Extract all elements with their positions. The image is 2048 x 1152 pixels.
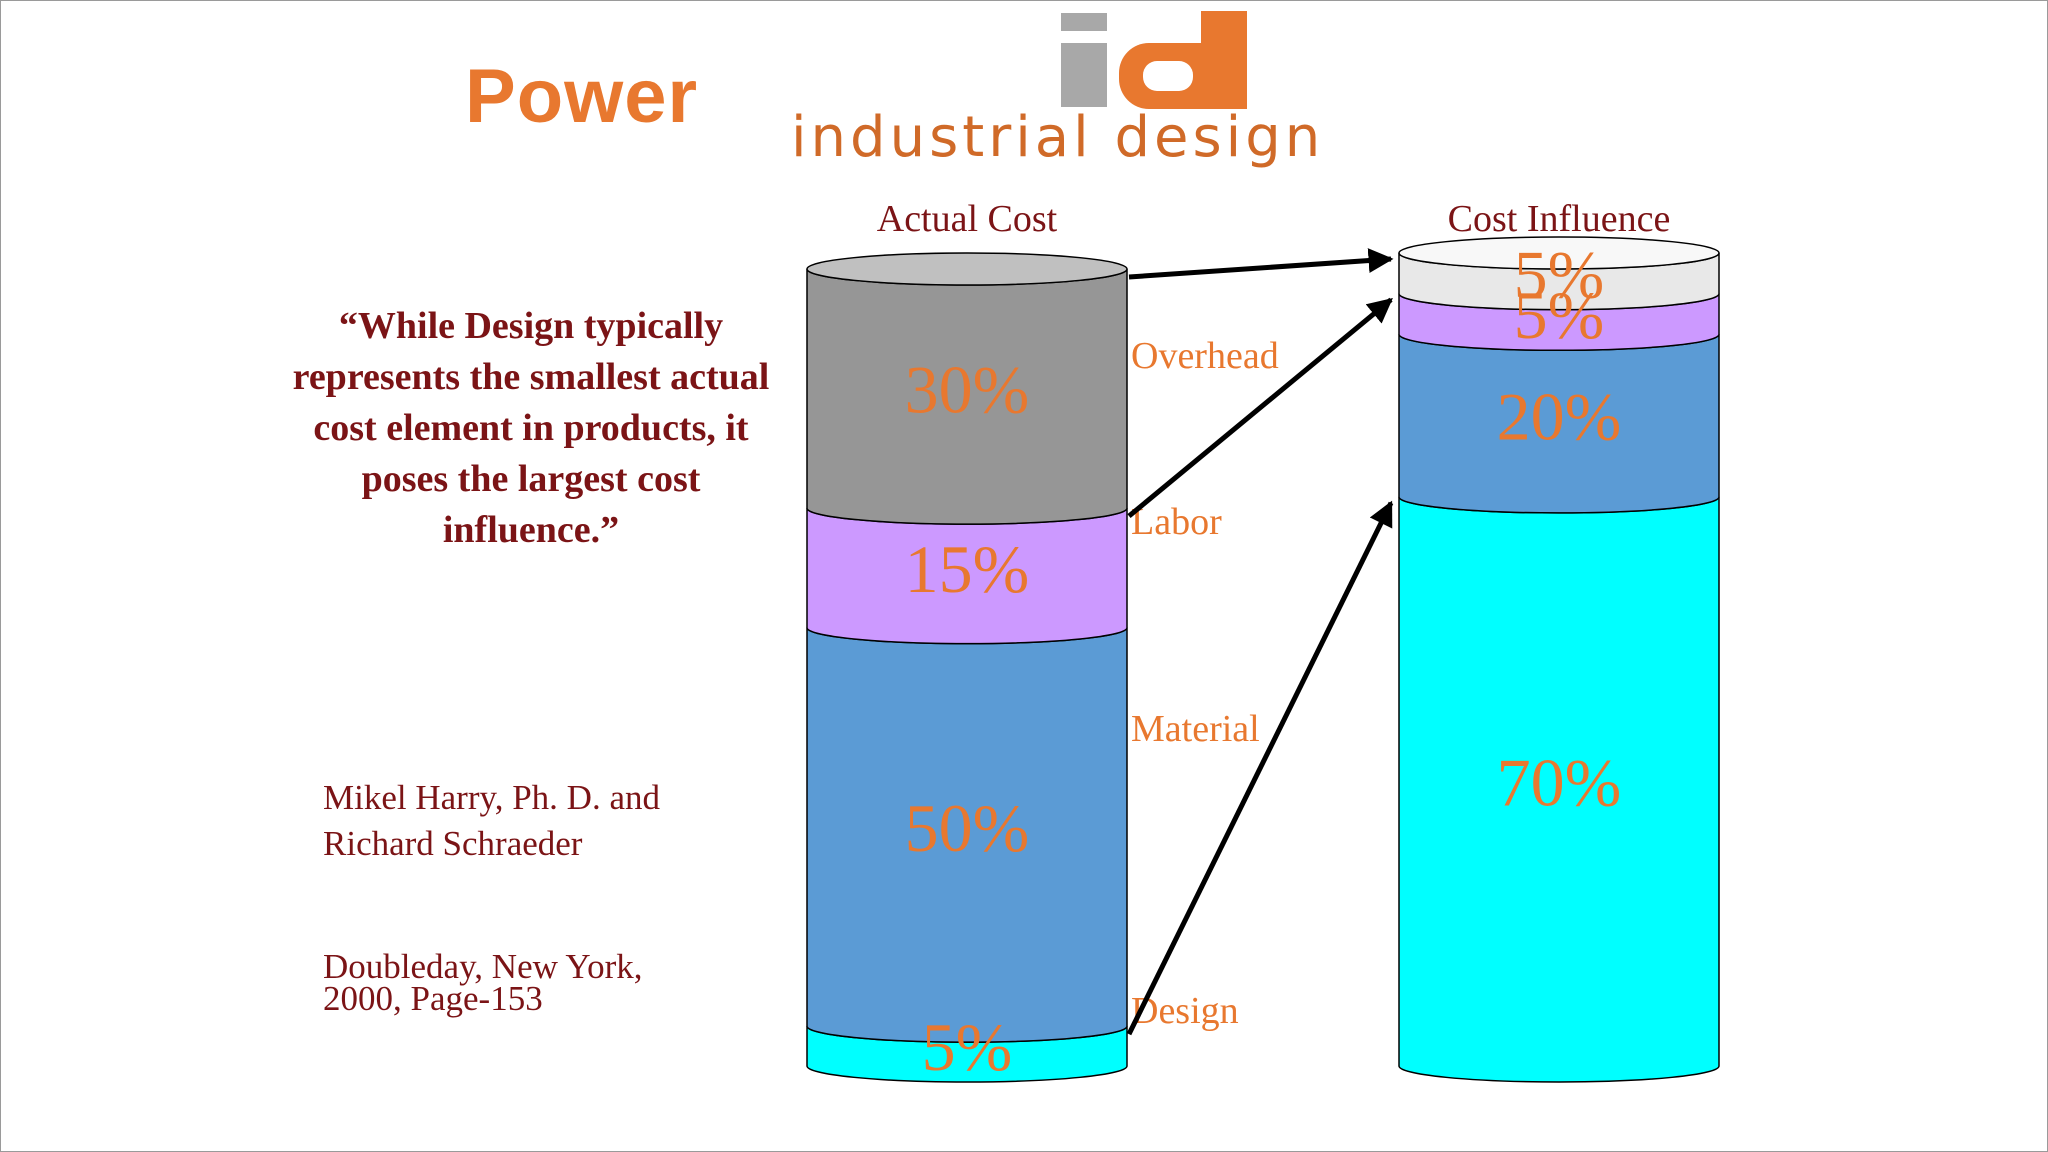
author-line-2: Richard Schraeder — [323, 824, 583, 863]
actual-material-value-label: 50% — [905, 790, 1030, 866]
publisher-line-1: Doubleday, New York, — [323, 947, 643, 986]
influence-category-label: Cost Influence — [1448, 198, 1671, 240]
quote-publisher: Doubleday, New York, 2000, Page-153 — [323, 947, 643, 1018]
actual-design-value-label: 5% — [922, 1009, 1013, 1085]
influence-overhead-value-label: 5% — [1514, 236, 1605, 312]
publisher-line-2: 2000, Page-153 — [323, 979, 543, 1018]
actual-category-label: Actual Cost — [877, 198, 1058, 240]
slide-title: Power — [465, 54, 699, 139]
id-logo-mark — [1061, 1, 1301, 111]
influence-design-value-label: 70% — [1497, 744, 1622, 820]
arrow-labor — [1127, 297, 1393, 519]
influence-cylinder-top — [1398, 236, 1720, 270]
logo-i-dot — [1061, 13, 1107, 31]
segment-name-material: Material — [1131, 708, 1260, 750]
logo-d-stem — [1201, 11, 1247, 109]
segment-name-labor: Labor — [1131, 501, 1222, 543]
influence-material-value-label: 20% — [1497, 379, 1622, 455]
logo-i-stem — [1061, 43, 1107, 107]
design-quote: “While Design typically represents the s… — [292, 305, 770, 551]
arrow-overhead — [1128, 248, 1394, 280]
author-line-1: Mikel Harry, Ph. D. and — [323, 778, 660, 817]
arrow-design — [1126, 500, 1394, 1036]
industrial-design-logo: industrial design — [751, 1, 1551, 176]
actual-overhead-value-label: 30% — [905, 352, 1030, 428]
logo-wordmark: industrial design — [791, 105, 1325, 170]
segment-name-overhead: Overhead — [1131, 335, 1279, 377]
logo-d-counter — [1143, 61, 1193, 91]
actual-labor-value-label: 15% — [905, 531, 1030, 607]
quote-author: Mikel Harry, Ph. D. and Richard Schraede… — [323, 775, 660, 867]
influence-labor-value-label: 5% — [1514, 277, 1605, 353]
actual-cylinder-top — [806, 252, 1128, 286]
